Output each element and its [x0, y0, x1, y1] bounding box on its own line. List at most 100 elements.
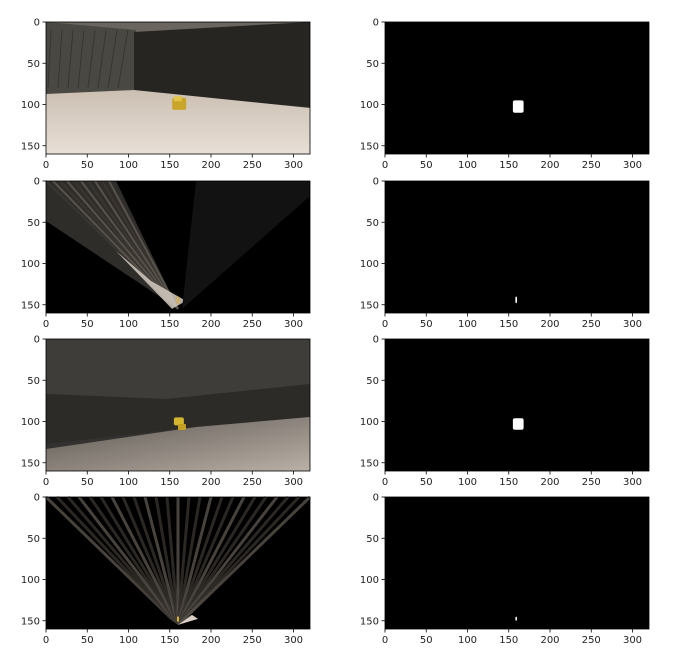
axes: 0 50 100 150 200 250 300 0 50 100 150	[21, 18, 311, 171]
y-tick-label: 100	[360, 575, 379, 586]
x-tick-label: 0	[43, 160, 49, 171]
x-tick-label: 100	[458, 635, 477, 646]
y-tick-label: 100	[21, 575, 40, 586]
x-tick-label: 200	[540, 319, 559, 330]
x-tick-label: 0	[382, 635, 388, 646]
x-tick-label: 100	[458, 160, 477, 171]
x-tick-label: 0	[43, 319, 49, 330]
x-tick-label: 100	[458, 319, 477, 330]
x-tick-label: 300	[623, 477, 642, 488]
x-tick-label: 50	[420, 319, 433, 330]
y-tick-label: 50	[366, 534, 379, 545]
panel-r3-left: 0 50 100 150 200 250 300 0 50 100 150	[21, 335, 311, 488]
axes: 0 50 100 150 200 250 300 0 50 100 150	[360, 493, 650, 646]
x-tick-label: 200	[540, 160, 559, 171]
mask-image	[385, 181, 649, 313]
x-tick-label: 250	[243, 477, 262, 488]
mask-image	[385, 339, 649, 471]
panel-r3-right: 0 50 100 150 200 250 300 0 50 100 150	[360, 335, 650, 488]
x-tick-label: 100	[119, 160, 138, 171]
x-tick-label: 200	[201, 160, 220, 171]
x-tick-label: 150	[160, 635, 179, 646]
x-tick-label: 300	[284, 160, 303, 171]
panel-r4-right: 0 50 100 150 200 250 300 0 50 100 150	[360, 493, 650, 646]
x-tick-label: 150	[499, 160, 518, 171]
panel-r1-left: 0 50 100 150 200 250 300 0 50 100 150	[21, 18, 311, 171]
axes: 0 50 100 150 200 250 300 0 50 100 150	[21, 335, 311, 488]
y-tick-label: 0	[373, 18, 379, 29]
x-tick-label: 300	[623, 319, 642, 330]
x-tick-label: 300	[284, 635, 303, 646]
x-tick-label: 50	[81, 477, 94, 488]
x-tick-label: 0	[382, 477, 388, 488]
y-tick-label: 100	[360, 100, 379, 111]
y-tick-label: 50	[366, 376, 379, 387]
x-tick-label: 150	[499, 635, 518, 646]
x-tick-label: 0	[43, 635, 49, 646]
y-tick-label: 150	[21, 616, 40, 627]
x-tick-label: 200	[201, 635, 220, 646]
y-tick-label: 150	[21, 300, 40, 311]
x-tick-label: 300	[284, 477, 303, 488]
y-tick-label: 0	[34, 493, 40, 504]
x-tick-label: 300	[284, 319, 303, 330]
warped-image	[45, 180, 310, 313]
x-tick-label: 150	[499, 319, 518, 330]
camera-image	[46, 339, 310, 471]
y-tick-label: 0	[373, 177, 379, 188]
x-tick-label: 50	[81, 319, 94, 330]
panel-r2-right: 0 50 100 150 200 250 300 0 50 100 150	[360, 177, 650, 330]
x-tick-label: 250	[582, 635, 601, 646]
panel-r1-right: 0 50 100 150 200 250 300 0 50 100 150	[360, 18, 650, 171]
panel-r2-left: 0 50 100 150 200 250 300 0 50 100 150	[21, 177, 311, 330]
x-tick-label: 200	[540, 635, 559, 646]
y-tick-label: 100	[21, 417, 40, 428]
x-tick-label: 50	[81, 160, 94, 171]
x-tick-label: 0	[382, 319, 388, 330]
y-tick-label: 50	[27, 218, 40, 229]
x-tick-label: 250	[243, 319, 262, 330]
x-tick-label: 50	[420, 160, 433, 171]
y-tick-label: 150	[360, 300, 379, 311]
x-tick-label: 250	[582, 319, 601, 330]
y-tick-label: 50	[27, 534, 40, 545]
y-tick-label: 100	[21, 259, 40, 270]
x-tick-label: 200	[201, 319, 220, 330]
axes: 0 50 100 150 200 250 300 0 50 100 150	[360, 335, 650, 488]
y-tick-label: 0	[34, 177, 40, 188]
x-tick-label: 150	[160, 160, 179, 171]
x-tick-label: 100	[119, 477, 138, 488]
y-tick-label: 0	[34, 335, 40, 346]
y-tick-label: 100	[360, 259, 379, 270]
x-tick-label: 100	[458, 477, 477, 488]
x-tick-label: 250	[582, 160, 601, 171]
axes: 0 50 100 150 200 250 300 0 50 100 150	[360, 177, 650, 330]
y-tick-label: 150	[21, 458, 40, 469]
x-tick-label: 150	[160, 319, 179, 330]
x-tick-label: 250	[582, 477, 601, 488]
y-tick-label: 50	[366, 59, 379, 70]
x-tick-label: 50	[420, 635, 433, 646]
y-tick-label: 50	[366, 218, 379, 229]
x-tick-label: 250	[243, 635, 262, 646]
x-tick-label: 0	[382, 160, 388, 171]
axes: 0 50 100 150 200 250 300 0 50 100 150	[360, 18, 650, 171]
x-tick-label: 300	[623, 160, 642, 171]
x-tick-label: 200	[540, 477, 559, 488]
y-tick-label: 150	[360, 141, 379, 152]
panel-r4-left: 0 50 100 150 200 250 300 0 50 100 150	[21, 493, 312, 646]
x-tick-label: 150	[160, 477, 179, 488]
y-tick-label: 50	[27, 376, 40, 387]
x-tick-label: 200	[201, 477, 220, 488]
x-tick-label: 250	[243, 160, 262, 171]
y-tick-label: 150	[21, 141, 40, 152]
y-tick-label: 100	[360, 417, 379, 428]
x-tick-label: 50	[81, 635, 94, 646]
x-tick-label: 300	[623, 635, 642, 646]
axes: 0 50 100 150 200 250 300 0 50 100 150	[21, 177, 311, 330]
x-tick-label: 100	[119, 319, 138, 330]
x-tick-label: 100	[119, 635, 138, 646]
y-tick-label: 0	[34, 18, 40, 29]
warped-image	[44, 495, 312, 629]
